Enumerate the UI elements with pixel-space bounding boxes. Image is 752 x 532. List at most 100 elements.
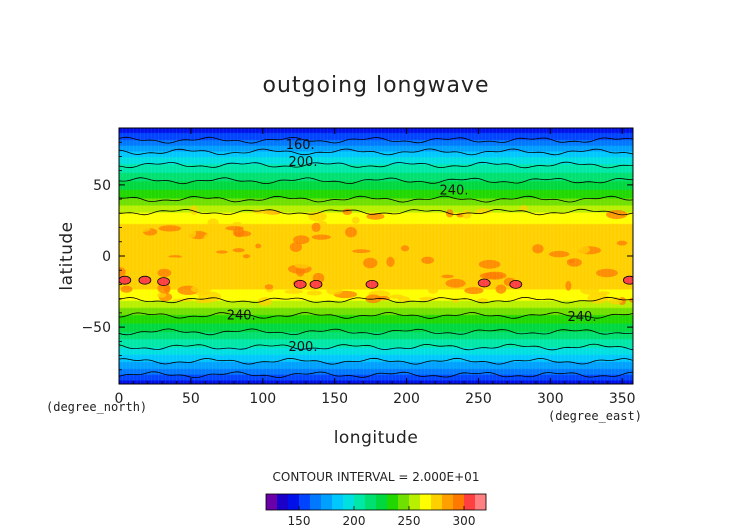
olr-patch <box>567 259 575 264</box>
olr-patch <box>330 239 342 247</box>
olr-patch <box>474 208 492 214</box>
contour-160-south <box>119 371 633 379</box>
olr-patch <box>461 248 472 253</box>
contour-240-south <box>119 311 633 319</box>
olr-patch <box>225 226 244 231</box>
olr-patch <box>574 244 590 255</box>
contour-220-north <box>119 177 633 185</box>
x-tick-label: 300 <box>537 391 564 407</box>
contour-label: 240. <box>568 310 597 325</box>
olr-patch <box>293 258 312 269</box>
colorbar-swatch <box>321 494 333 510</box>
colorbar-swatch <box>431 494 443 510</box>
colorbar-swatch <box>464 494 476 510</box>
olr-patch <box>256 226 275 230</box>
olr-patch <box>389 294 404 299</box>
colorbar-tick-label: 150 <box>288 514 311 528</box>
contour-260-north <box>119 208 633 216</box>
x-tick-label: 350 <box>609 391 636 407</box>
olr-patch <box>519 205 528 212</box>
olr-patch <box>167 260 178 267</box>
colorbar-swatch <box>299 494 311 510</box>
olr-patch <box>520 225 542 235</box>
olr-patch <box>549 250 570 258</box>
y-tick-label: −50 <box>81 320 111 336</box>
y-tick-label: 50 <box>93 178 111 194</box>
olr-patch <box>372 237 382 248</box>
colorbar-swatch <box>310 494 322 510</box>
olr-hotspot <box>509 279 523 289</box>
colorbar-swatch <box>453 494 465 510</box>
olr-patch <box>126 251 141 259</box>
olr-patch <box>596 268 618 278</box>
olr-patch <box>513 256 533 266</box>
contour-lines <box>119 136 633 379</box>
colorbar-swatch <box>354 494 366 510</box>
olr-patch <box>255 243 262 249</box>
contour-label: 200. <box>289 155 318 170</box>
olr-patch <box>459 269 469 281</box>
x-tick-label: 0 <box>115 391 124 407</box>
colorbar: 150 200 250 300 <box>265 493 487 528</box>
olr-patch <box>216 250 228 254</box>
x-tick-label: 250 <box>465 391 492 407</box>
olr-patch <box>306 290 323 296</box>
olr-patch <box>478 259 501 269</box>
olr-patch <box>270 274 286 283</box>
olr-patch <box>583 255 605 263</box>
contour-180-south <box>119 357 633 365</box>
colorbar-tick-label: 300 <box>453 514 476 528</box>
contour-220-south <box>119 328 633 336</box>
x-axis-title: longitude <box>334 428 419 448</box>
olr-patch <box>441 274 454 279</box>
colorbar-swatch <box>277 494 289 510</box>
colorbar-swatch <box>398 494 410 510</box>
colorbar-swatch <box>420 494 432 510</box>
olr-patch <box>232 248 245 253</box>
olr-patch <box>413 267 432 271</box>
olr-patch <box>345 227 357 238</box>
olr-patch <box>383 275 391 286</box>
olr-patch <box>495 284 507 294</box>
colorbar-swatch <box>409 494 421 510</box>
olr-patch <box>462 209 472 219</box>
contour-label: 240. <box>227 309 256 324</box>
olr-patch <box>242 224 254 233</box>
olr-patch <box>342 208 352 215</box>
olr-patch <box>284 289 303 294</box>
y-tick-label: 0 <box>102 249 111 265</box>
olr-patch <box>539 227 558 236</box>
olr-patch <box>543 256 557 262</box>
olr-patch <box>293 235 310 245</box>
olr-patch <box>233 230 252 237</box>
x-units-label: (degree_east) <box>548 409 642 423</box>
olr-patch <box>565 280 572 291</box>
olr-patch <box>264 284 274 290</box>
olr-patch <box>563 232 583 243</box>
olr-patch <box>219 240 228 246</box>
olr-patch <box>246 241 256 245</box>
contour-interval-text: CONTOUR INTERVAL = 2.000E+01 <box>273 470 480 484</box>
plot-area: 160. 200. 240. 240. 240. 200. <box>118 127 634 385</box>
olr-patch <box>289 242 302 253</box>
contour-160-north <box>119 136 633 144</box>
olr-patch <box>363 257 378 269</box>
olr-patch <box>366 213 385 220</box>
olr-patch <box>427 286 439 294</box>
contour-label: 240. <box>440 184 469 199</box>
olr-patch <box>240 261 256 267</box>
colorbar-swatch <box>376 494 388 510</box>
olr-patch <box>260 239 276 247</box>
olr-patch <box>473 224 493 234</box>
contour-label: 200. <box>289 340 318 355</box>
olr-patch <box>157 268 172 278</box>
olr-patch <box>207 218 219 227</box>
olr-hotspot <box>309 279 323 289</box>
olr-patch <box>406 224 431 235</box>
olr-patch <box>351 216 360 224</box>
olr-patch <box>352 249 371 254</box>
y-units-label: (degree_north) <box>46 400 147 414</box>
olr-patch <box>617 254 633 263</box>
chart-title: outgoing longwave <box>263 73 490 98</box>
olr-patch <box>158 225 182 232</box>
